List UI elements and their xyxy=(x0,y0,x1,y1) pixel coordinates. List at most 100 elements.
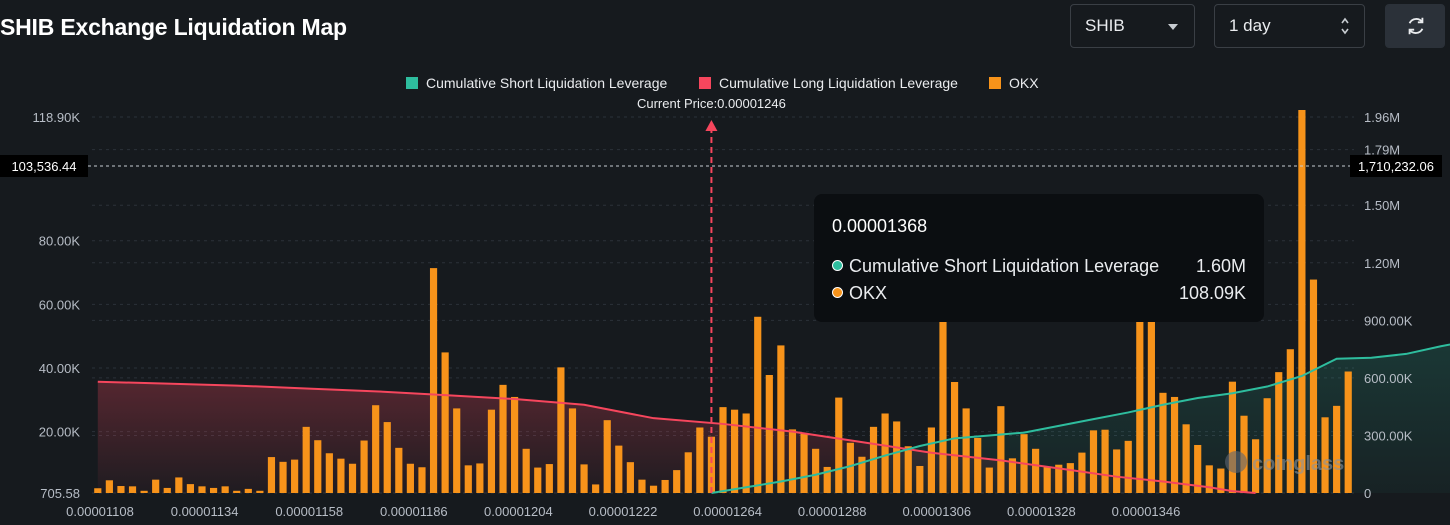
refresh-button[interactable] xyxy=(1385,4,1445,48)
okx-bar xyxy=(429,268,438,493)
okx-bar xyxy=(360,440,368,493)
x-axis-tick: 0.00001134 xyxy=(171,504,239,519)
okx-bar xyxy=(997,406,1005,493)
up-down-chevron-icon xyxy=(1341,17,1349,35)
okx-bar xyxy=(580,464,588,493)
okx-bar xyxy=(939,321,947,493)
x-axis-tick: 0.00001186 xyxy=(380,504,448,519)
okx-bar xyxy=(152,479,160,493)
teal-dot-icon xyxy=(832,259,843,271)
page-title: SHIB Exchange Liquidation Map xyxy=(0,14,347,40)
tooltip-row-label: OKX xyxy=(849,283,888,303)
okx-bar xyxy=(117,486,125,493)
coin-select[interactable]: SHIB xyxy=(1070,4,1195,48)
chevron-down-icon xyxy=(1168,24,1178,30)
okx-bar xyxy=(453,408,461,493)
okx-bar xyxy=(522,448,530,493)
legend-swatch xyxy=(406,77,418,89)
current-price-arrow-icon xyxy=(705,120,718,131)
tooltip-row-value: 1.60M xyxy=(1195,256,1246,276)
okx-bar xyxy=(557,367,565,493)
okx-bar xyxy=(974,437,982,493)
okx-bar xyxy=(221,486,229,493)
okx-bar xyxy=(638,479,646,493)
okx-bar xyxy=(846,442,854,493)
okx-bar xyxy=(1182,424,1190,493)
okx-bar xyxy=(893,421,901,493)
okx-bar xyxy=(267,457,276,493)
okx-bar xyxy=(105,480,113,493)
coin-select-value: SHIB xyxy=(1085,16,1125,35)
okx-bar xyxy=(603,420,611,493)
okx-bar xyxy=(707,436,716,493)
okx-bar xyxy=(1055,464,1063,493)
okx-bar xyxy=(568,408,577,493)
tooltip-row-short: Cumulative Short Liquidation Leverage 1.… xyxy=(832,256,1246,277)
okx-bar xyxy=(94,488,102,493)
okx-bar xyxy=(372,405,380,493)
okx-bar xyxy=(1344,371,1352,493)
okx-bar xyxy=(348,463,357,493)
legend-swatch xyxy=(989,77,1001,89)
okx-bar xyxy=(140,490,148,493)
okx-bar xyxy=(1321,417,1329,493)
period-select-value: 1 day xyxy=(1229,16,1271,35)
okx-bar xyxy=(1286,349,1294,493)
period-select[interactable]: 1 day xyxy=(1214,4,1365,48)
okx-bar xyxy=(1228,381,1237,493)
right-axis-tick: 1.96M xyxy=(1364,110,1400,125)
okx-bar xyxy=(1066,463,1074,493)
okx-bar xyxy=(684,452,692,493)
okx-bar xyxy=(418,467,426,493)
okx-bar xyxy=(476,463,484,493)
okx-bar xyxy=(511,396,519,493)
okx-bar xyxy=(464,465,472,493)
okx-bar xyxy=(1217,468,1225,493)
okx-bar xyxy=(499,384,507,493)
okx-bar xyxy=(1170,396,1179,493)
okx-bar xyxy=(765,374,773,493)
okx-bar xyxy=(1032,448,1040,493)
okx-bar xyxy=(302,426,310,493)
okx-bar xyxy=(661,479,669,493)
okx-bar xyxy=(198,486,206,493)
left-axis-tick: 705.58 xyxy=(40,486,80,501)
right-axis-tick: 1.79M xyxy=(1364,143,1400,158)
okx-bar xyxy=(175,477,183,493)
okx-bar xyxy=(812,448,820,493)
okx-bar xyxy=(835,397,843,493)
okx-bar xyxy=(777,345,785,493)
coinglass-logo-icon xyxy=(1225,451,1247,473)
okx-bar xyxy=(534,467,542,493)
okx-bar xyxy=(927,427,935,493)
okx-bar xyxy=(128,486,137,493)
legend-label: OKX xyxy=(1009,75,1039,91)
okx-bar xyxy=(1275,372,1283,493)
okx-bar xyxy=(1205,465,1213,493)
crosshair-left-label-bg xyxy=(0,155,88,177)
okx-bar xyxy=(233,490,241,493)
okx-bar xyxy=(209,487,218,493)
left-axis-tick: 80.00K xyxy=(39,234,81,249)
okx-bar xyxy=(1008,458,1017,493)
right-axis-tick: 1.20M xyxy=(1364,256,1400,271)
okx-bar xyxy=(962,408,970,493)
refresh-icon xyxy=(1408,17,1424,35)
okx-bar xyxy=(742,413,750,493)
okx-bar xyxy=(325,453,333,493)
okx-bar xyxy=(1194,444,1202,493)
x-axis-tick: 0.00001288 xyxy=(798,504,867,519)
okx-bar xyxy=(1136,311,1144,493)
okx-bar xyxy=(985,467,993,493)
okx-bar xyxy=(337,458,345,493)
x-axis-tick: 0.00001108 xyxy=(66,504,134,519)
right-axis-tick: 900.00K xyxy=(1364,313,1413,328)
short-liquidation-line xyxy=(711,343,1450,494)
x-axis-tick: 0.00001204 xyxy=(484,504,553,519)
left-axis-tick: 40.00K xyxy=(39,361,81,376)
left-axis-tick: 118.90K xyxy=(33,110,81,125)
crosshair-right-label: 1,710,232.06 xyxy=(1358,159,1434,174)
orange-dot-icon xyxy=(832,286,843,298)
okx-bar xyxy=(754,316,762,493)
okx-bar xyxy=(1240,415,1248,493)
